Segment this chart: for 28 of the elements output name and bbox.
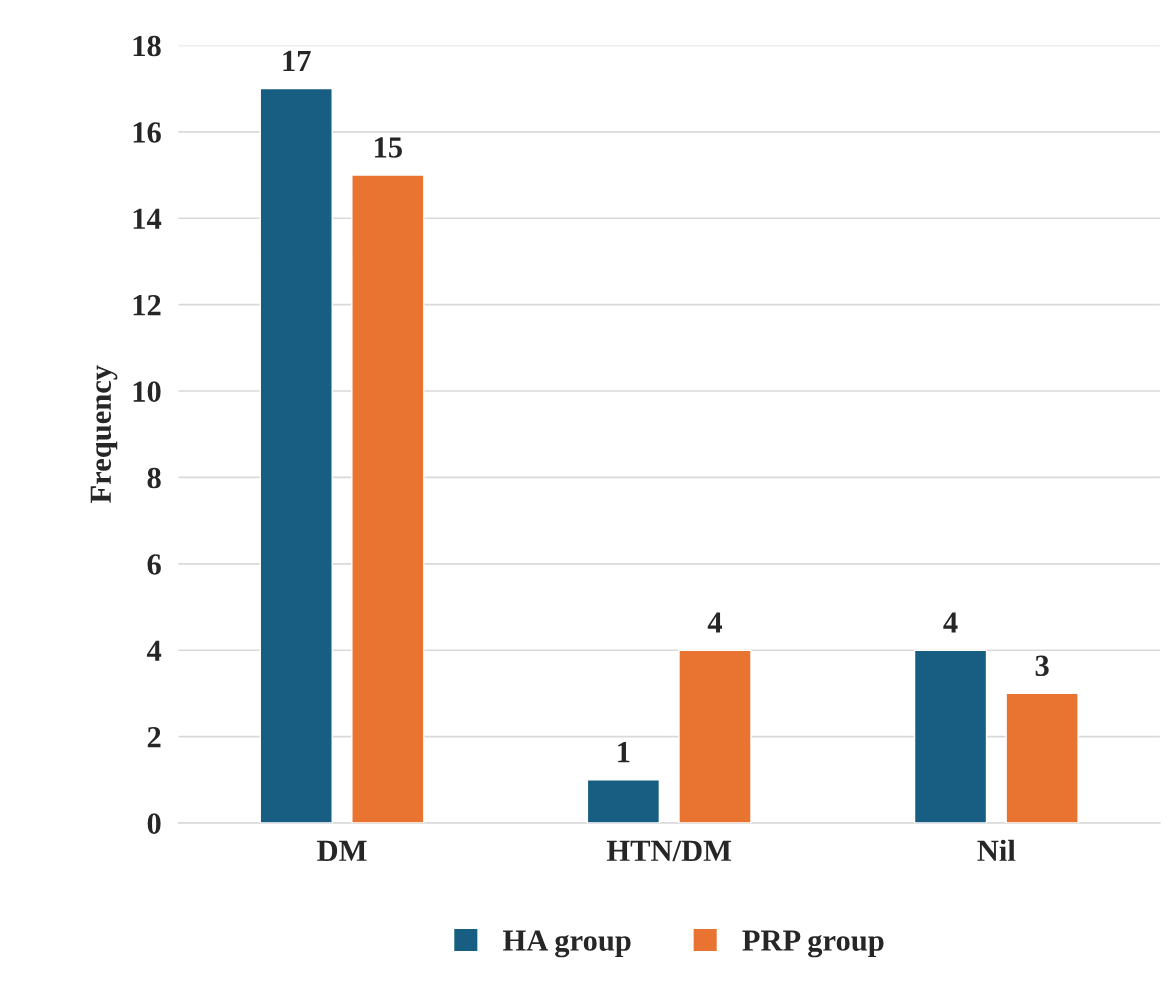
bar (351, 174, 425, 823)
y-tick-label: 6 (147, 554, 161, 575)
y-tick-label: 10 (133, 381, 161, 402)
data-label: 4 (707, 612, 723, 633)
bar (913, 649, 988, 823)
data-label: 15 (375, 137, 402, 158)
y-tick-label: 16 (133, 122, 161, 143)
y-tick-label: 0 (147, 813, 161, 834)
y-tick-label: 12 (133, 295, 161, 316)
bar (586, 779, 661, 823)
x-tick-label: HTN/DM (606, 840, 732, 862)
y-tick-label: 18 (133, 35, 161, 57)
legend-label: HA group (503, 930, 631, 958)
y-tick-label: 8 (147, 467, 161, 489)
y-tick-label: 2 (147, 726, 161, 748)
data-label: 4 (943, 612, 958, 633)
y-tick-label: 4 (146, 640, 162, 661)
data-label: 17 (283, 50, 311, 72)
y-tick-label: 14 (133, 208, 162, 229)
data-label: 1 (618, 742, 630, 763)
legend-label: PRP group (742, 930, 884, 958)
bar (678, 649, 752, 823)
x-tick-label: DM (317, 840, 367, 861)
y-axis-title: Frequency (90, 365, 118, 504)
x-tick-label: Nil (977, 839, 1016, 861)
data-label: 3 (1035, 655, 1049, 677)
bar (259, 87, 333, 823)
bar (1005, 692, 1079, 823)
